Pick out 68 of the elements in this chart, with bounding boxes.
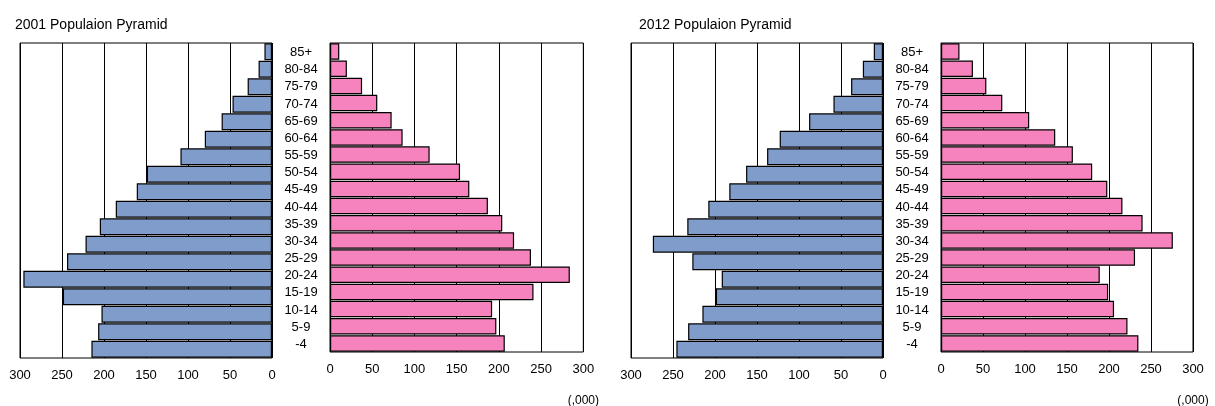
x-tick-label: 300 [620,367,642,382]
y-tick-label: -4 [906,335,918,351]
x-tick-label: 50 [975,361,991,376]
y-tick-label: 25-29 [895,250,929,266]
x-tick-label: 50 [222,367,238,382]
y-tick-label: 40-44 [895,198,929,214]
x-tick-label: 300 [572,361,595,376]
y-tick-label: 15-19 [895,284,929,300]
y-tick-label: 80-84 [284,61,318,77]
x-tick-label: 250 [1140,361,1162,376]
y-tick-label: 50-54 [895,164,929,180]
x-tick-label: 100 [788,367,810,382]
y-tick-label: 75-79 [895,78,929,94]
y-tick-label: 75-79 [284,78,318,94]
chart-title: 2012 Populaion Pyramid [639,16,792,32]
x-tick-label: 100 [403,361,426,376]
x-tick-label: 200 [704,367,726,382]
y-tick-label: 45-49 [895,181,929,197]
x-tick-label: 0 [268,367,276,382]
y-tick-label: -4 [295,335,307,351]
x-tick-label: 0 [326,361,334,376]
chart-title: 2001 Populaion Pyramid [15,16,168,32]
y-tick-label: 55-59 [284,147,318,163]
y-tick-label: 50-54 [284,164,318,180]
x-tick-label: 250 [662,367,684,382]
y-tick-label: 25-29 [284,250,318,266]
y-tick-label: 80-84 [895,61,929,77]
y-tick-label: 85+ [289,44,313,60]
x-axis-title: (,000) [567,393,600,406]
x-tick-label: 0 [879,367,887,382]
y-tick-label: 20-24 [284,267,318,283]
x-tick-label: 300 [9,367,31,382]
y-tick-label: 65-69 [284,112,318,128]
x-tick-label: 150 [1056,361,1078,376]
y-tick-label: 70-74 [284,95,318,111]
y-tick-label: 85+ [900,44,924,60]
y-tick-label: 60-64 [284,129,318,145]
y-tick-label: 40-44 [284,198,318,214]
x-tick-label: 100 [177,367,199,382]
y-tick-label: 45-49 [284,181,318,197]
x-tick-label: 200 [93,367,115,382]
y-tick-label: 30-34 [284,232,318,248]
y-tick-label: 55-59 [895,147,929,163]
x-tick-label: 50 [364,361,380,376]
x-tick-label: 300 [1182,361,1204,376]
y-tick-label: 35-39 [284,215,318,231]
y-tick-label: 35-39 [895,215,929,231]
x-tick-label: 250 [530,361,552,376]
x-tick-label: 150 [746,367,768,382]
x-axis-title: (,000) [1177,393,1209,406]
x-tick-label: 150 [135,367,157,382]
y-tick-label: 15-19 [284,284,318,300]
y-tick-label: 10-14 [895,301,929,317]
x-tick-label: 0 [937,361,945,376]
y-tick-label: 30-34 [895,232,929,248]
x-tick-label: 150 [445,361,468,376]
x-tick-label: 50 [833,367,849,382]
y-tick-label: 70-74 [895,95,929,111]
y-tick-label: 5-9 [902,318,922,334]
y-tick-label: 10-14 [284,301,318,317]
y-tick-label: 60-64 [895,129,929,145]
x-tick-label: 100 [1014,361,1036,376]
y-tick-label: 20-24 [895,267,929,283]
x-tick-label: 250 [51,367,73,382]
y-tick-label: 65-69 [895,112,929,128]
x-tick-label: 200 [488,361,510,376]
x-tick-label: 200 [1098,361,1120,376]
y-tick-label: 5-9 [291,318,311,334]
